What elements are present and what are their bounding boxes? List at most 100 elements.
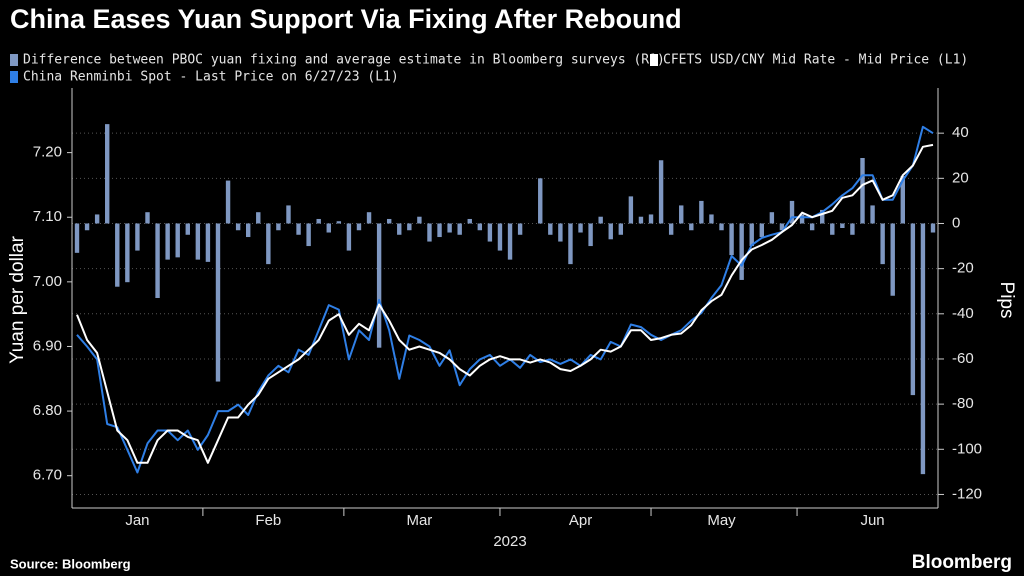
y2-tick-label: 0 (952, 214, 960, 231)
bar (246, 223, 251, 238)
bar (709, 214, 714, 224)
bar (890, 223, 895, 296)
bar (366, 212, 372, 224)
bar (668, 223, 674, 235)
bar (588, 223, 593, 247)
bar (568, 223, 573, 265)
bar (74, 223, 80, 253)
y-tick-label: 6.70 (33, 467, 62, 484)
legend-label: CFETS USD/CNY Mid Rate - Mid Price (L1) (663, 53, 968, 68)
bar (195, 223, 201, 260)
bar (739, 223, 744, 280)
bar (225, 180, 231, 224)
y2-tick-label: 20 (952, 169, 969, 186)
bar (326, 223, 331, 233)
bar (336, 221, 342, 224)
bar (769, 212, 775, 224)
bar (407, 223, 412, 231)
bar (507, 223, 513, 260)
bar (860, 158, 865, 224)
source: Source: Bloomberg (10, 556, 131, 571)
bar (145, 212, 150, 224)
bar (497, 223, 503, 251)
bar (125, 223, 130, 283)
bar (356, 223, 362, 231)
x-tick-label: Apr (569, 512, 592, 529)
y-tick-label: 7.20 (33, 144, 62, 161)
bar (346, 223, 352, 251)
bar (266, 223, 271, 265)
bar (900, 176, 905, 224)
bar (185, 223, 190, 235)
bar (487, 223, 493, 242)
y-tick-label: 7.10 (33, 208, 62, 225)
y-tick-label: 6.80 (33, 402, 62, 419)
y2-tick-label: -120 (952, 485, 982, 502)
legend-label: China Renminbi Spot - Last Price on 6/27… (23, 70, 399, 85)
bar (850, 223, 855, 235)
bar (447, 223, 452, 233)
bar (779, 223, 785, 231)
bar (376, 223, 382, 348)
bar (840, 223, 845, 228)
y2-tick-label: 40 (952, 124, 969, 141)
bar (558, 223, 563, 242)
bar (618, 223, 624, 235)
bar (548, 223, 553, 235)
bar (809, 223, 815, 231)
bar (84, 223, 90, 231)
bar (719, 223, 724, 231)
bar (608, 223, 613, 240)
bar (386, 218, 392, 224)
bar (538, 178, 543, 224)
bar (286, 205, 291, 224)
bar (820, 209, 825, 224)
bar (578, 223, 583, 233)
bar (729, 223, 734, 256)
bar (477, 223, 483, 231)
bar (699, 200, 704, 224)
bar (920, 223, 926, 475)
bar (598, 216, 603, 224)
bar (870, 205, 875, 224)
bar (256, 212, 261, 224)
bar (296, 223, 301, 235)
bar (658, 160, 664, 224)
bar (165, 223, 170, 260)
bar (316, 218, 321, 224)
y2-axis-label: Pips (996, 282, 1017, 319)
legend-swatch (10, 71, 18, 83)
bar (457, 223, 462, 235)
bar (638, 216, 644, 224)
bar (799, 214, 805, 224)
legend-swatch (650, 54, 658, 66)
bar (759, 223, 764, 238)
bar (427, 223, 432, 242)
chart-title: China Eases Yuan Support Via Fixing Afte… (10, 4, 682, 34)
x-tick-label: Mar (406, 512, 432, 529)
y-axis-label: Yuan per dollar (7, 235, 28, 363)
y2-tick-label: -60 (952, 350, 974, 367)
bar (648, 214, 654, 224)
bar (135, 223, 140, 251)
bar (789, 200, 795, 224)
bar (880, 223, 885, 265)
bar (306, 223, 311, 247)
logo: Bloomberg (912, 552, 1012, 573)
bar (467, 218, 472, 224)
bar (94, 214, 100, 224)
bar (276, 223, 281, 231)
line (76, 143, 934, 464)
y-tick-label: 6.90 (33, 337, 62, 354)
bar (830, 223, 835, 235)
bar (417, 216, 422, 224)
legend-label: Difference between PBOC yuan fixing and … (23, 53, 665, 68)
y2-tick-label: -80 (952, 395, 974, 412)
line (76, 125, 934, 474)
bar (679, 205, 684, 224)
y2-tick-label: -100 (952, 440, 982, 457)
y2-tick-label: -40 (952, 305, 974, 322)
bar (205, 223, 211, 262)
